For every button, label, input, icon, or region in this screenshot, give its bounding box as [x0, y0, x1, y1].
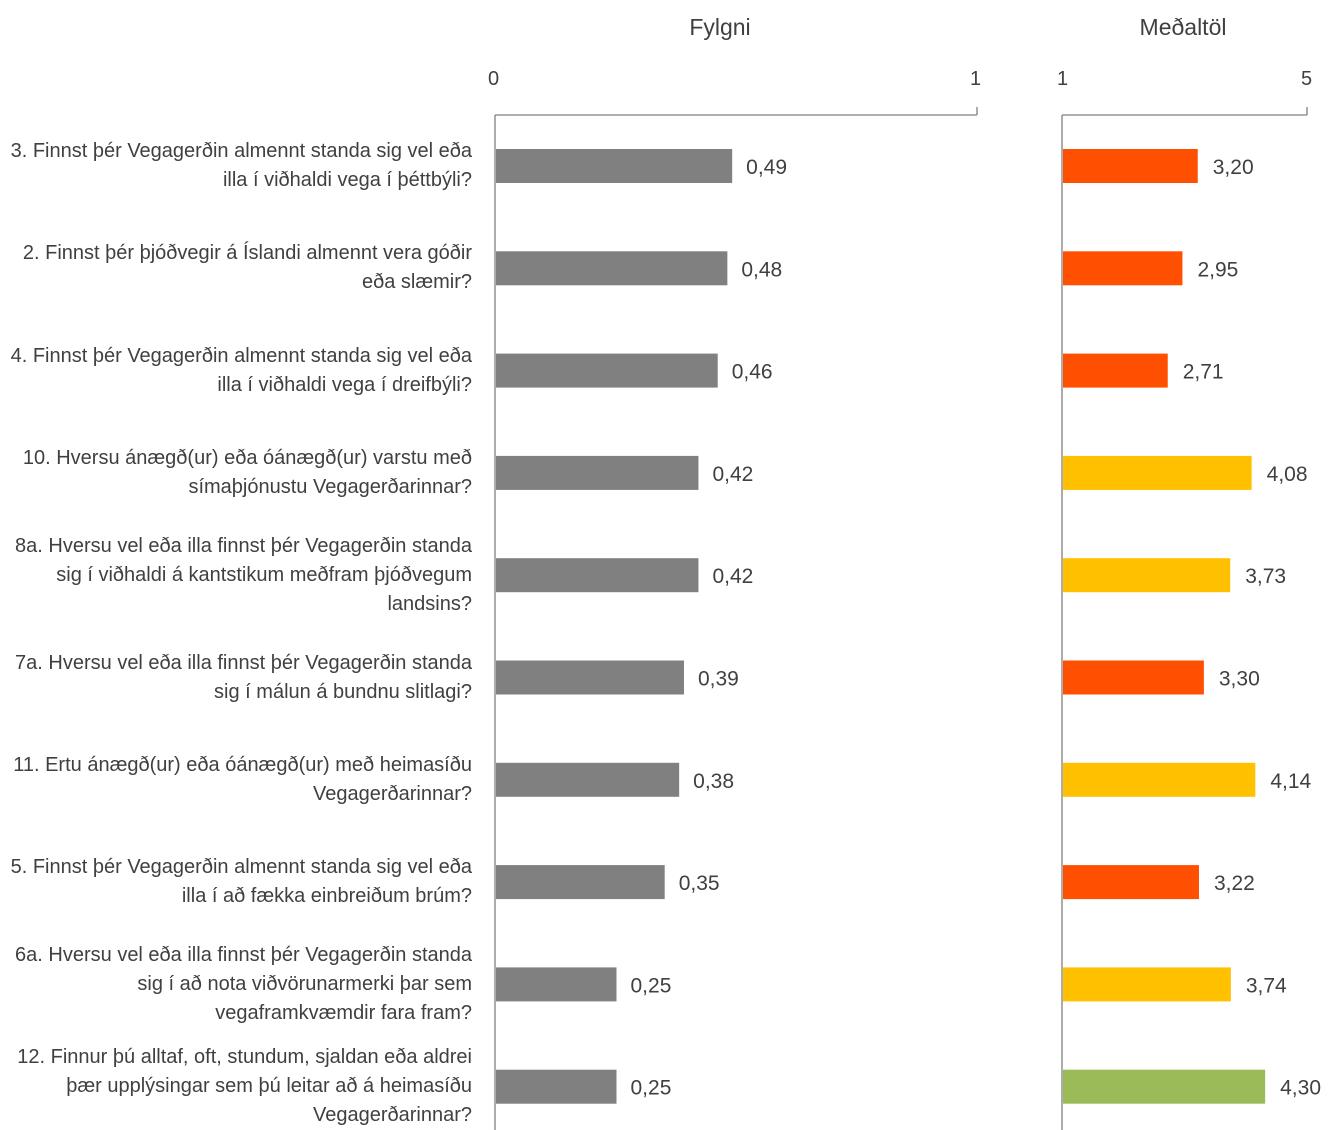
fylgni-bar: [496, 149, 733, 183]
question-label: 6a. Hversu vel eða illa finnst þér Vegag…: [15, 944, 472, 1024]
fylgni-data-label: 0,46: [732, 361, 773, 384]
fylgni-data-label: 0,42: [712, 565, 753, 588]
fylgni-data-label: 0,49: [746, 156, 787, 179]
medaltol-data-label: 4,14: [1270, 770, 1311, 793]
medaltol-data-label: 3,74: [1246, 974, 1287, 997]
medaltol-bar: [1063, 455, 1252, 490]
medaltol-tick-min: 1: [1057, 68, 1069, 90]
medaltol-data-label: 3,30: [1219, 668, 1260, 691]
fylgni-bar: [496, 762, 680, 797]
question-label: 8a. Hversu vel eða illa finnst þér Vegag…: [15, 535, 472, 615]
question-label: 5. Finnst þér Vegagerðin almennt standa …: [10, 856, 472, 907]
medaltol-bar: [1063, 353, 1168, 388]
fylgni-tick-min: 0: [488, 68, 500, 90]
fylgni-data-label: 0,25: [631, 974, 672, 997]
medaltol-data-label: 3,22: [1214, 872, 1255, 895]
fylgni-bar: [496, 660, 684, 695]
medaltol-tick-max: 5: [1301, 68, 1313, 90]
medaltol-bar: [1063, 149, 1198, 183]
question-label: 3. Finnst þér Vegagerðin almennt standa …: [10, 140, 472, 191]
fylgni-data-label: 0,25: [631, 1077, 672, 1100]
question-label: 12. Finnur þú alltaf, oft, stundum, sjal…: [17, 1046, 472, 1126]
medaltol-bar: [1063, 762, 1256, 797]
fylgni-data-label: 0,48: [741, 258, 782, 281]
question-label: 4. Finnst þér Vegagerðin almennt standa …: [10, 345, 472, 396]
medaltol-data-label: 4,30: [1280, 1077, 1321, 1100]
fylgni-title: Fylgni: [689, 14, 751, 40]
fylgni-data-label: 0,39: [698, 668, 739, 691]
question-label: 7a. Hversu vel eða illa finnst þér Vegag…: [15, 652, 472, 703]
fylgni-bar: [496, 353, 718, 388]
fylgni-data-label: 0,35: [679, 872, 720, 895]
question-label: 11. Ertu ánægð(ur) eða óánægð(ur) með he…: [13, 754, 472, 805]
medaltol-bar: [1063, 967, 1231, 1002]
medaltol-bar: [1063, 1069, 1266, 1104]
medaltol-data-label: 3,73: [1245, 565, 1286, 588]
medaltol-bar: [1063, 558, 1231, 593]
fylgni-bar: [496, 865, 665, 900]
fylgni-bar: [496, 967, 617, 1002]
fylgni-tick-max: 1: [970, 68, 982, 90]
medaltol-data-label: 4,08: [1267, 463, 1308, 486]
medaltol-bar: [1063, 251, 1183, 286]
medaltol-data-label: 2,71: [1183, 361, 1224, 384]
medaltol-bar: [1063, 865, 1199, 900]
fylgni-data-label: 0,42: [712, 463, 753, 486]
fylgni-bar: [496, 455, 699, 490]
medaltol-data-label: 2,95: [1197, 258, 1238, 281]
medaltol-data-label: 3,20: [1213, 156, 1254, 179]
medaltol-bar: [1063, 660, 1204, 695]
fylgni-bar: [496, 251, 728, 286]
question-label: 10. Hversu ánægð(ur) eða óánægð(ur) vars…: [22, 447, 472, 498]
fylgni-data-label: 0,38: [693, 770, 734, 793]
medaltol-title: Meðaltöl: [1139, 14, 1227, 40]
fylgni-bar: [496, 1069, 617, 1104]
fylgni-bar: [496, 558, 699, 593]
question-label: 2. Finnst þér þjóðvegir á Íslandi almenn…: [22, 242, 472, 293]
